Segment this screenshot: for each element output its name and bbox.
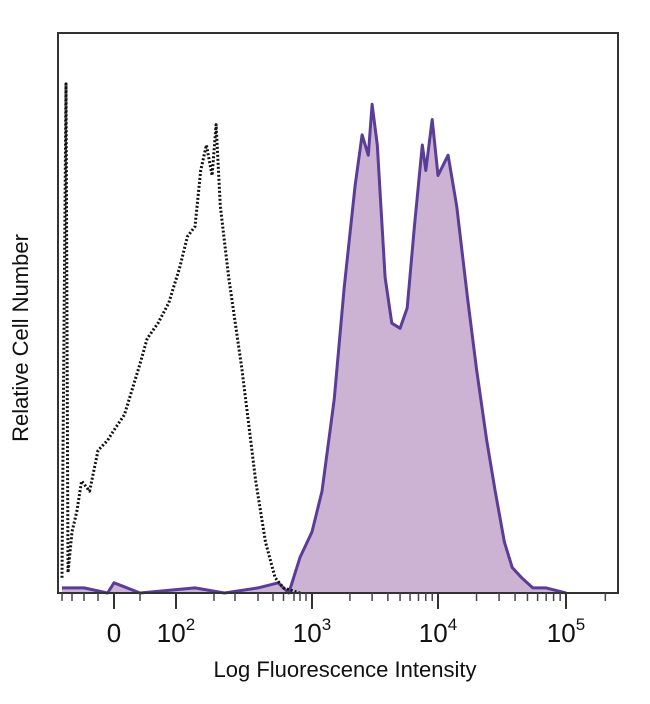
x-tick-label-exponent: 5: [576, 615, 585, 634]
series-stained-filled-histogram: [62, 104, 566, 594]
plot-frame: [57, 32, 619, 594]
x-tick-label-base: 10: [419, 618, 448, 648]
x-tick-label-exponent: 4: [448, 615, 457, 634]
x-minor-ticks: [61, 593, 607, 601]
x-tick-label-exponent: 2: [186, 615, 195, 634]
x-tick-label-base: 10: [293, 618, 322, 648]
x-tick-label: 105: [547, 615, 585, 648]
x-tick-label: 104: [419, 615, 457, 648]
x-tick-label: 0: [107, 618, 121, 648]
x-tick-label-base: 10: [157, 618, 186, 648]
x-tick-label-exponent: 3: [322, 615, 331, 634]
x-tick-label-base: 10: [547, 618, 576, 648]
x-tick-label: 102: [157, 615, 195, 648]
x-tick-label-base: 0: [107, 618, 121, 648]
x-axis: 0 102 103 104 105: [61, 593, 607, 648]
plot-layer: [60, 82, 567, 595]
x-major-ticks: [113, 593, 567, 609]
y-axis-title: Relative Cell Number: [8, 234, 33, 442]
x-tick-labels: 0 102 103 104 105: [107, 615, 585, 648]
series-stained-histogram-outline: [62, 102, 567, 595]
x-axis-title: Log Fluorescence Intensity: [214, 657, 477, 682]
x-tick-label: 103: [293, 615, 331, 648]
